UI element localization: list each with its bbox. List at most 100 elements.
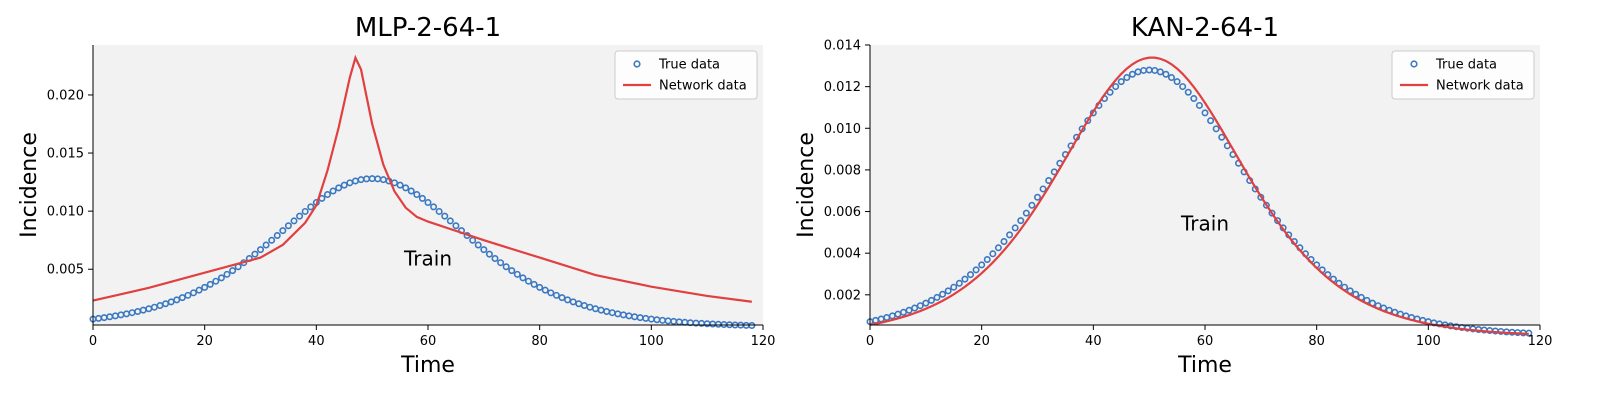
legend-marker-icon bbox=[633, 60, 641, 68]
data-point bbox=[173, 296, 181, 304]
data-point bbox=[1117, 78, 1125, 86]
series-line-network-data bbox=[869, 56, 1529, 335]
x-tick-label: 120 bbox=[1528, 334, 1553, 349]
y-tick-label: 0.008 bbox=[824, 163, 861, 178]
y-tick-label: 0.015 bbox=[47, 147, 84, 162]
data-point bbox=[519, 274, 527, 282]
x-tick-label: 0 bbox=[89, 334, 97, 349]
x-tick-label: 120 bbox=[751, 334, 776, 349]
data-point bbox=[206, 280, 214, 288]
data-point bbox=[212, 277, 220, 285]
data-point bbox=[950, 283, 958, 291]
data-point bbox=[217, 274, 225, 282]
data-point bbox=[564, 296, 572, 304]
data-point bbox=[446, 217, 454, 225]
y-tick-label: 0.020 bbox=[47, 88, 84, 103]
data-point bbox=[1022, 209, 1030, 217]
data-point bbox=[994, 244, 1002, 252]
data-point bbox=[418, 194, 426, 202]
data-point bbox=[340, 181, 348, 189]
data-point bbox=[983, 255, 991, 263]
data-point bbox=[452, 222, 460, 230]
data-point bbox=[1212, 125, 1220, 133]
data-point bbox=[251, 250, 259, 258]
data-point bbox=[1034, 193, 1042, 201]
data-point bbox=[430, 203, 438, 211]
y-tick-label: 0.014 bbox=[824, 39, 861, 54]
y-tick-label: 0.010 bbox=[824, 122, 861, 137]
data-point bbox=[195, 286, 203, 294]
data-point bbox=[256, 246, 264, 254]
data-point bbox=[927, 296, 935, 304]
data-point bbox=[223, 270, 231, 278]
x-tick-label: 20 bbox=[973, 334, 990, 349]
data-point bbox=[547, 289, 555, 297]
data-point bbox=[536, 283, 544, 291]
data-point bbox=[1011, 224, 1019, 232]
data-point bbox=[413, 191, 421, 199]
data-point bbox=[916, 302, 924, 310]
data-point bbox=[262, 241, 270, 249]
x-tick-label: 80 bbox=[531, 334, 548, 349]
legend-entry-label: True data bbox=[1435, 58, 1497, 73]
chart-title: MLP-2-64-1 bbox=[355, 13, 501, 43]
data-point bbox=[1039, 185, 1047, 193]
data-point bbox=[178, 294, 186, 302]
data-point bbox=[524, 277, 532, 285]
legend-marker-icon bbox=[1410, 60, 1418, 68]
data-point bbox=[1156, 68, 1164, 76]
data-point bbox=[899, 308, 907, 316]
data-point bbox=[229, 267, 237, 275]
data-point bbox=[1262, 201, 1270, 209]
series-line-network-data bbox=[92, 54, 752, 303]
annotation-train: Train bbox=[403, 247, 452, 271]
data-point bbox=[961, 275, 969, 283]
x-tick-label: 100 bbox=[1416, 334, 1441, 349]
data-point bbox=[541, 286, 549, 294]
data-point bbox=[296, 212, 304, 220]
data-point bbox=[1184, 88, 1192, 96]
data-point bbox=[1006, 231, 1014, 239]
data-point bbox=[301, 207, 309, 215]
data-point bbox=[1162, 70, 1170, 78]
data-point bbox=[1173, 78, 1181, 86]
y-tick-label: 0.005 bbox=[47, 263, 84, 278]
x-tick-label: 0 bbox=[866, 334, 874, 349]
y-tick-label: 0.004 bbox=[824, 247, 861, 262]
data-point bbox=[201, 283, 209, 291]
data-point bbox=[1028, 201, 1036, 209]
data-point bbox=[290, 217, 298, 225]
legend-entry-label: Network data bbox=[1436, 79, 1524, 94]
data-point bbox=[1207, 117, 1215, 125]
data-point bbox=[1190, 95, 1198, 103]
x-tick-label: 40 bbox=[308, 334, 325, 349]
x-axis-label: Time bbox=[400, 353, 455, 378]
data-point bbox=[474, 241, 482, 249]
data-point bbox=[307, 203, 315, 211]
data-point bbox=[1168, 74, 1176, 82]
y-axis-label: Incidence bbox=[17, 132, 42, 238]
x-tick-label: 80 bbox=[1308, 334, 1325, 349]
chart-title: KAN-2-64-1 bbox=[1131, 13, 1279, 43]
legend: True data Network data bbox=[1391, 50, 1535, 100]
data-point bbox=[508, 267, 516, 275]
y-tick-label: 0.006 bbox=[824, 205, 861, 220]
data-point bbox=[190, 289, 198, 297]
data-point bbox=[1218, 133, 1226, 141]
data-point bbox=[485, 250, 493, 258]
x-tick-label: 100 bbox=[639, 334, 664, 349]
data-point bbox=[279, 227, 287, 235]
data-point bbox=[323, 191, 331, 199]
legend: True data Network data bbox=[614, 50, 758, 100]
data-point bbox=[552, 291, 560, 299]
data-point bbox=[530, 280, 538, 288]
data-point bbox=[1201, 109, 1209, 117]
data-point bbox=[424, 199, 432, 207]
data-point bbox=[329, 187, 337, 195]
data-point bbox=[513, 270, 521, 278]
x-tick-label: 40 bbox=[1085, 334, 1102, 349]
y-tick-label: 0.012 bbox=[824, 80, 861, 95]
data-point bbox=[335, 184, 343, 192]
data-point bbox=[978, 261, 986, 269]
